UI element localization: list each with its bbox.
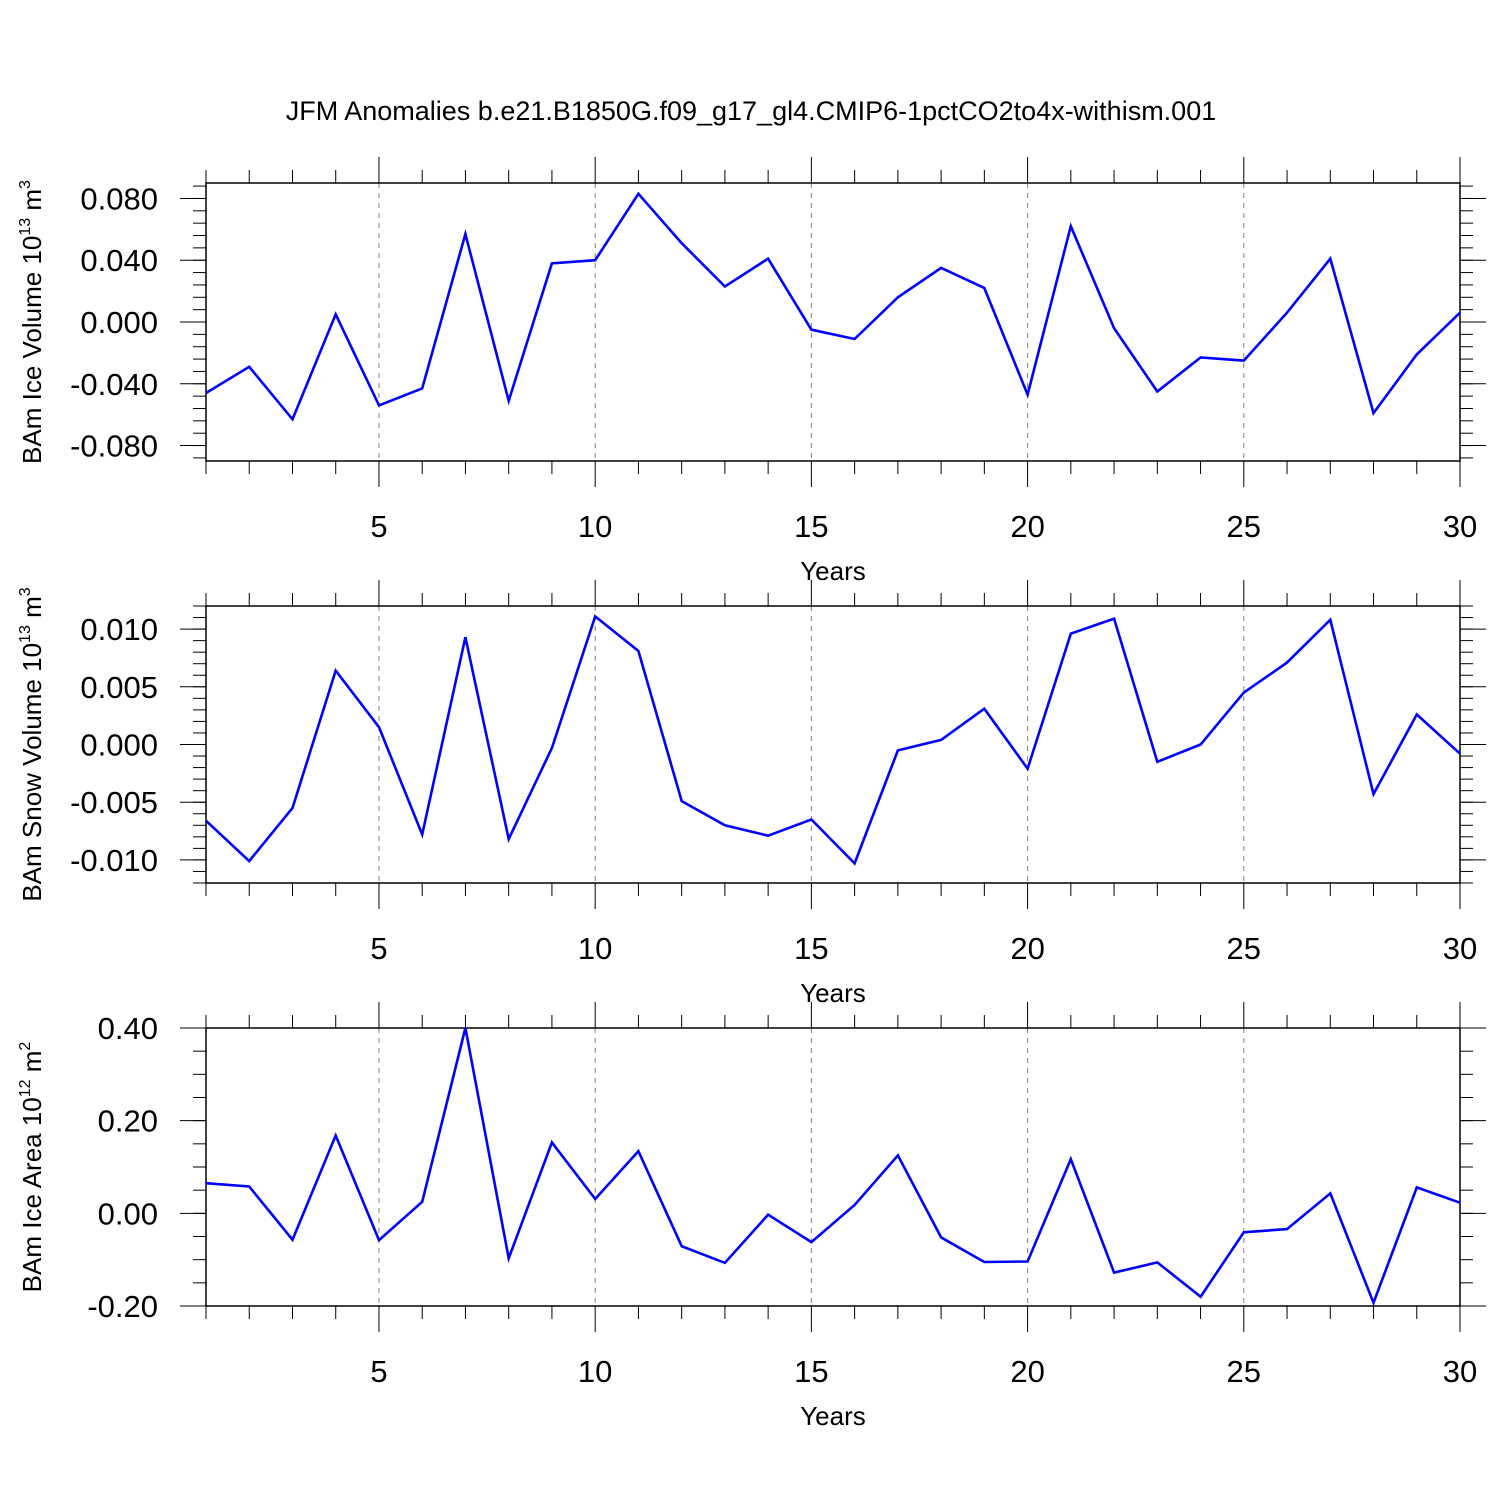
y-tick-label: 0.010 xyxy=(80,612,158,647)
x-tick-label: 10 xyxy=(578,1354,612,1389)
figure-background xyxy=(0,0,1500,1500)
y-axis-label: BAm Ice Area 1012 m2 xyxy=(17,1042,47,1293)
x-tick-label: 10 xyxy=(578,931,612,966)
x-tick-label: 25 xyxy=(1227,1354,1261,1389)
x-tick-label: 5 xyxy=(370,509,387,544)
y-tick-label: -0.040 xyxy=(70,367,158,402)
x-tick-label: 30 xyxy=(1443,931,1477,966)
y-tick-label: 0.005 xyxy=(80,670,158,705)
y-tick-label: 0.20 xyxy=(98,1104,158,1139)
x-axis-label: Years xyxy=(800,978,866,1008)
x-tick-label: 10 xyxy=(578,509,612,544)
figure-title: JFM Anomalies b.e21.B1850G.f09_g17_gl4.C… xyxy=(286,96,1217,126)
y-tick-label: 0.080 xyxy=(80,181,158,216)
x-tick-label: 30 xyxy=(1443,1354,1477,1389)
y-tick-label: 0.40 xyxy=(98,1011,158,1046)
y-tick-label: 0.000 xyxy=(80,728,158,763)
y-tick-label: 0.040 xyxy=(80,243,158,278)
x-tick-label: 20 xyxy=(1010,509,1044,544)
x-tick-label: 15 xyxy=(794,509,828,544)
figure: JFM Anomalies b.e21.B1850G.f09_g17_gl4.C… xyxy=(0,0,1500,1500)
x-tick-label: 20 xyxy=(1010,1354,1044,1389)
x-tick-label: 15 xyxy=(794,1354,828,1389)
x-tick-label: 25 xyxy=(1227,509,1261,544)
x-tick-label: 30 xyxy=(1443,509,1477,544)
x-tick-label: 5 xyxy=(370,1354,387,1389)
x-axis-label: Years xyxy=(800,1401,866,1431)
x-tick-label: 25 xyxy=(1227,931,1261,966)
y-tick-label: 0.000 xyxy=(80,305,158,340)
x-tick-label: 20 xyxy=(1010,931,1044,966)
y-tick-label: -0.010 xyxy=(70,843,158,878)
y-tick-label: -0.005 xyxy=(70,785,158,820)
x-tick-label: 15 xyxy=(794,931,828,966)
y-tick-label: -0.20 xyxy=(87,1289,158,1324)
y-tick-label: 0.00 xyxy=(98,1196,158,1231)
x-axis-label: Years xyxy=(800,556,866,586)
x-tick-label: 5 xyxy=(370,931,387,966)
y-tick-label: -0.080 xyxy=(70,429,158,464)
